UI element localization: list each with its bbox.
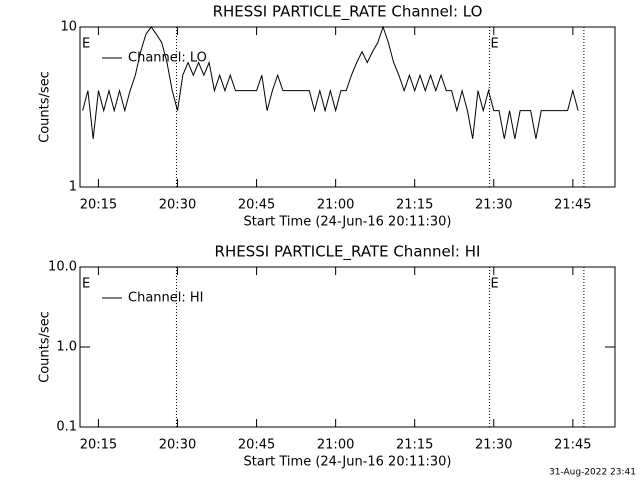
x-axis-label: Start Time (24-Jun-16 20:11:30) xyxy=(244,455,452,470)
x-tick-label: 20:30 xyxy=(159,198,196,213)
y-axis-label: Counts/sec xyxy=(38,71,53,143)
x-tick-label: 21:15 xyxy=(396,438,433,453)
x-tick-label: 21:45 xyxy=(554,198,591,213)
legend-label: Channel: HI xyxy=(128,291,204,306)
x-tick-label: 20:15 xyxy=(80,438,117,453)
x-tick-label: 21:30 xyxy=(475,438,512,453)
annotation: E xyxy=(82,37,90,52)
annotation: E xyxy=(491,37,499,52)
chart-title: RHESSI PARTICLE_RATE Channel: HI xyxy=(215,243,481,262)
x-axis-label: Start Time (24-Jun-16 20:11:30) xyxy=(244,215,452,230)
y-tick-label: 0.1 xyxy=(56,420,77,435)
footer: 31-Aug-2022 23:41 xyxy=(549,468,636,478)
plot-frame xyxy=(79,26,616,188)
x-tick-label: 21:00 xyxy=(317,198,354,213)
y-axis-label: Counts/sec xyxy=(38,311,53,383)
y-tick-label: 1 xyxy=(69,180,77,195)
x-tick-label: 21:15 xyxy=(396,198,433,213)
y-tick-label: 1.0 xyxy=(56,340,77,355)
x-tick-label: 20:30 xyxy=(159,438,196,453)
annotation: E xyxy=(491,277,499,292)
legend-label: Channel: LO xyxy=(128,51,207,66)
x-tick-label: 21:00 xyxy=(317,438,354,453)
y-tick-label: 10.0 xyxy=(48,260,77,275)
x-tick-label: 20:15 xyxy=(80,198,117,213)
x-tick-label: 20:45 xyxy=(238,438,275,453)
chart-title: RHESSI PARTICLE_RATE Channel: LO xyxy=(213,3,483,22)
annotation: E xyxy=(82,277,90,292)
data-line xyxy=(82,25,579,139)
y-tick-label: 10 xyxy=(60,20,77,35)
x-tick-label: 21:45 xyxy=(554,438,591,453)
x-tick-label: 21:30 xyxy=(475,198,512,213)
x-tick-label: 20:45 xyxy=(238,198,275,213)
